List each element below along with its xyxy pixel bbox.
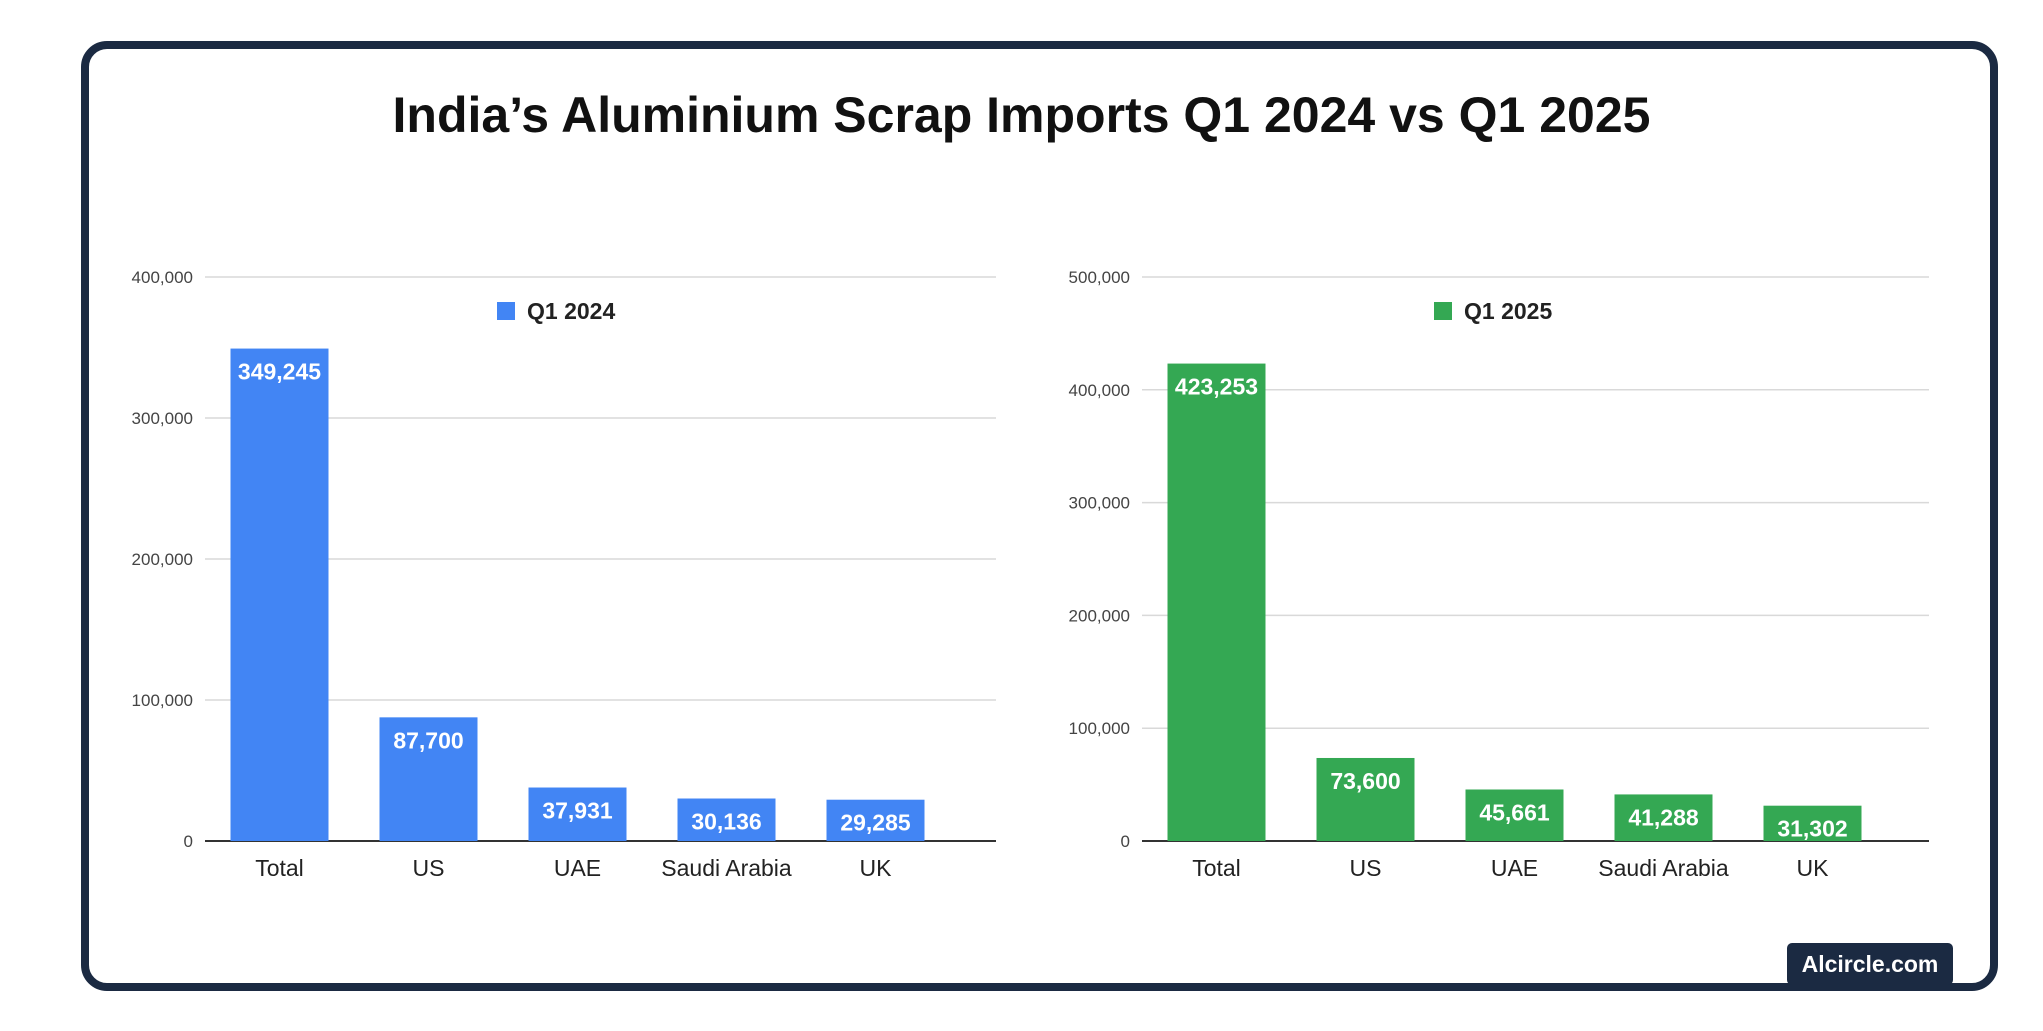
- chart1-category-label: UAE: [554, 855, 601, 881]
- chart2-category-label: UAE: [1491, 855, 1538, 881]
- chart1-bar: [677, 798, 776, 841]
- chart1-bar-value-label: 29,285: [840, 810, 911, 836]
- chart2-bar-value-label: 41,288: [1628, 804, 1699, 830]
- chart2-bar: [1167, 363, 1266, 841]
- chart2-bar-value-label: 45,661: [1479, 799, 1550, 825]
- chart1-bar: [379, 717, 478, 841]
- chart2-category-label: Total: [1192, 855, 1241, 881]
- chart2-bar-value-label: 31,302: [1777, 816, 1847, 842]
- chart2-legend-label: Q1 2025: [1464, 298, 1552, 324]
- chart1-category-label: US: [413, 855, 445, 881]
- chart2-y-tick-label: 400,000: [1069, 381, 1130, 400]
- chart1-y-tick-label: 300,000: [132, 409, 193, 428]
- chart1-category-label: Total: [255, 855, 304, 881]
- chart1-category-label: Saudi Arabia: [661, 855, 792, 881]
- chart1-y-tick-label: 100,000: [132, 691, 193, 710]
- chart1-bar: [528, 787, 627, 841]
- chart2-y-tick-label: 100,000: [1069, 719, 1130, 738]
- chart1-bar: [826, 799, 925, 841]
- chart2-legend-swatch: [1434, 302, 1452, 320]
- chart2-y-tick-label: 500,000: [1069, 268, 1130, 287]
- chart2-bar: [1465, 789, 1564, 841]
- chart1-legend-swatch: [497, 302, 515, 320]
- chart2-y-tick-label: 200,000: [1069, 606, 1130, 625]
- chart-title: India’s Aluminium Scrap Imports Q1 2024 …: [392, 87, 1651, 143]
- chart1-legend-label: Q1 2024: [527, 298, 615, 324]
- chart2-bar-value-label: 423,253: [1175, 374, 1258, 400]
- chart1-y-tick-label: 200,000: [132, 550, 193, 569]
- chart1-bar-value-label: 30,136: [691, 809, 761, 835]
- chart1-y-tick-label: 0: [184, 832, 193, 851]
- chart2-bar: [1763, 805, 1862, 841]
- chart1-bar-value-label: 37,931: [542, 798, 613, 824]
- chart2-y-tick-label: 300,000: [1069, 494, 1130, 513]
- chart2-category-label: US: [1350, 855, 1382, 881]
- alcircle-brand-badge[interactable]: Alcircle.com: [1787, 943, 1953, 985]
- chart1-bar: [230, 348, 329, 841]
- chart2-bar: [1614, 794, 1713, 841]
- chart2-bar: [1316, 757, 1415, 841]
- chart1-y-tick-label: 400,000: [132, 268, 193, 287]
- chart1-category-label: UK: [860, 855, 893, 881]
- chart2-category-label: UK: [1797, 855, 1830, 881]
- chart1-bar-value-label: 349,245: [238, 359, 321, 385]
- chart2-y-tick-label: 0: [1121, 832, 1130, 851]
- chart2-bar-value-label: 73,600: [1330, 768, 1400, 794]
- chart1-bar-value-label: 87,700: [393, 727, 463, 753]
- chart2-category-label: Saudi Arabia: [1598, 855, 1729, 881]
